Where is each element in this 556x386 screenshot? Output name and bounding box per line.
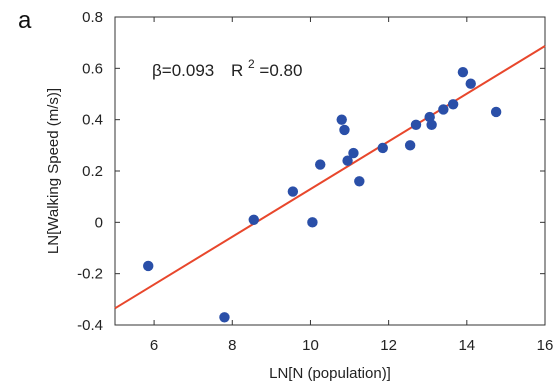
data-point	[143, 260, 154, 272]
data-points	[143, 66, 502, 323]
y-tick-label: -0.2	[77, 266, 103, 283]
x-axis-label: LN[N (population)]	[269, 365, 391, 382]
x-tick-label: 6	[150, 337, 158, 354]
y-tick-label: 0.4	[82, 112, 103, 129]
data-point	[438, 104, 449, 115]
x-tick-label: 14	[458, 337, 475, 354]
data-point	[465, 78, 476, 89]
x-tick-label: 8	[228, 337, 236, 354]
data-point	[426, 119, 437, 130]
y-tick-label: 0.6	[82, 60, 103, 77]
axis-ticks: 6 8 10 12 14 16 -0.4 -0.2 0 0.2 0.4 0.6 0.8	[77, 9, 553, 354]
fit-line	[114, 45, 546, 310]
y-tick-label: -0.4	[77, 317, 103, 334]
y-tick-label: 0.2	[82, 163, 103, 180]
data-point	[339, 124, 350, 136]
data-point	[404, 140, 416, 151]
data-point	[287, 186, 299, 197]
fit-line-group	[114, 45, 546, 310]
data-point	[336, 114, 347, 125]
r2-prefix: R	[231, 61, 243, 80]
data-point	[342, 155, 353, 166]
x-tick-label: 12	[380, 337, 397, 354]
beta-text: β=0.093	[152, 61, 214, 80]
y-axis-label: LN[Walking Speed (m/s)]	[45, 88, 62, 254]
data-point	[219, 312, 230, 323]
data-point	[447, 99, 459, 110]
y-tick-label: 0	[95, 214, 103, 231]
x-tick-label: 16	[537, 337, 554, 354]
data-point	[457, 66, 469, 78]
r2-suffix: =0.80	[259, 61, 302, 80]
data-point	[377, 142, 388, 154]
r2-superscript: 2	[248, 57, 255, 71]
y-tick-label: 0.8	[82, 9, 103, 26]
data-point	[307, 217, 318, 228]
x-tick-label: 10	[302, 337, 319, 354]
data-point	[348, 147, 359, 159]
panel-label: a	[18, 7, 32, 34]
data-point	[490, 106, 502, 118]
data-point	[410, 119, 422, 130]
data-point	[354, 176, 365, 187]
data-point	[248, 214, 259, 225]
data-point	[315, 159, 326, 170]
fit-annotation: β=0.093 R 2 =0.80	[152, 53, 302, 80]
